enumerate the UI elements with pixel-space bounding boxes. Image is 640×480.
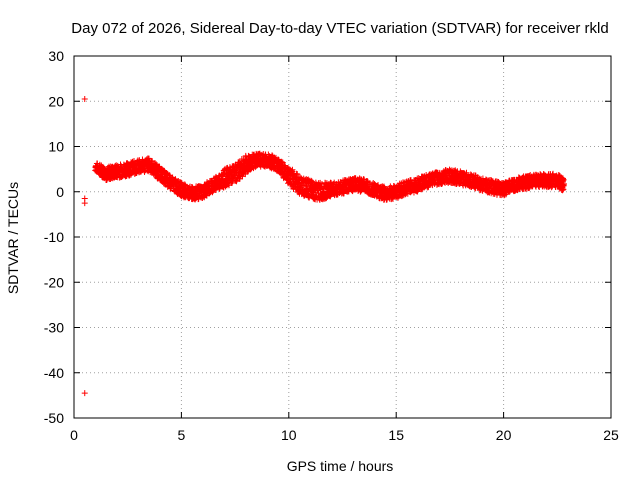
data-point xyxy=(308,178,315,185)
data-point xyxy=(327,193,334,200)
plot-frame xyxy=(73,55,612,419)
x-tick-label: 5 xyxy=(178,427,186,443)
data-point xyxy=(294,171,301,178)
data-point xyxy=(559,175,566,182)
y-tick-label: -20 xyxy=(44,274,64,290)
y-tick-label: -10 xyxy=(44,229,64,245)
data-point xyxy=(560,181,567,188)
x-axis-label: GPS time / hours xyxy=(287,458,394,474)
outlier-point xyxy=(81,390,88,397)
grid-lines xyxy=(74,56,611,418)
x-tick-label: 20 xyxy=(496,427,512,443)
y-tick-label: 20 xyxy=(48,93,64,109)
x-tick-label: 10 xyxy=(281,427,297,443)
data-point xyxy=(408,180,415,187)
x-tick-label: 25 xyxy=(603,427,619,443)
data-point xyxy=(278,158,285,165)
data-points xyxy=(81,95,567,397)
y-tick-label: 30 xyxy=(48,48,64,64)
outlier-point xyxy=(81,200,88,207)
data-point xyxy=(103,176,110,183)
x-tick-label: 15 xyxy=(388,427,404,443)
y-axis-label: SDTVAR / TECUs xyxy=(5,182,21,294)
y-tick-label: -40 xyxy=(44,365,64,381)
y-tick-label: 0 xyxy=(56,184,64,200)
chart-title: Day 072 of 2026, Sidereal Day-to-day VTE… xyxy=(71,20,608,37)
y-tick-label: -30 xyxy=(44,320,64,336)
axis-ticks: 0 5 10 15 20 25 30 20 10 0 -10 -20 -30 -40 -50 xyxy=(44,48,619,443)
y-tick-label: 10 xyxy=(48,139,64,155)
outlier-point xyxy=(81,95,88,102)
x-tick-label: 0 xyxy=(70,427,78,443)
y-tick-label: -50 xyxy=(44,410,64,426)
data-point xyxy=(457,177,464,184)
